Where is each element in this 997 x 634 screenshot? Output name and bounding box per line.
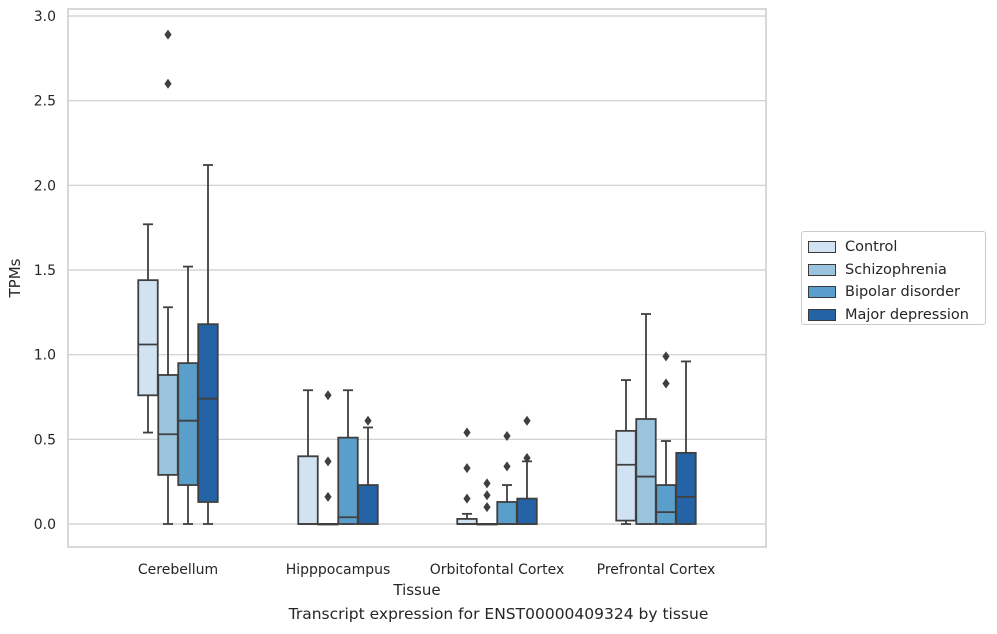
legend-label-major-depression: Major depression bbox=[845, 306, 969, 323]
box-iqr bbox=[197, 323, 219, 503]
outlier-point bbox=[483, 478, 491, 489]
outlier-point bbox=[523, 415, 531, 426]
outlier-point bbox=[483, 502, 491, 513]
box-schizophrenia-3 bbox=[635, 313, 657, 525]
box-schizophrenia-0 bbox=[157, 29, 179, 525]
box-iqr bbox=[177, 362, 199, 486]
y-tick-label: 0.0 bbox=[34, 517, 56, 533]
legend-swatch-schizophrenia bbox=[808, 263, 836, 276]
legend-label-bipolar-disorder: Bipolar disorder bbox=[845, 284, 960, 301]
x-axis-label: Tissue bbox=[392, 581, 440, 599]
box-iqr bbox=[516, 497, 538, 525]
outlier-point bbox=[483, 490, 491, 501]
outlier-point bbox=[662, 351, 670, 362]
box-iqr bbox=[157, 374, 179, 476]
legend-swatch-control bbox=[808, 241, 836, 254]
box-iqr bbox=[137, 279, 159, 397]
x-tick-label: Cerebellum bbox=[138, 562, 218, 578]
box-schizophrenia-2 bbox=[476, 478, 498, 526]
outlier-point bbox=[463, 463, 471, 474]
y-axis-label: TPMs bbox=[6, 258, 24, 298]
y-tick-label: 1.0 bbox=[34, 348, 56, 364]
y-tick-label: 0.5 bbox=[34, 432, 56, 448]
box-control-1 bbox=[297, 389, 319, 525]
y-tick-label: 1.5 bbox=[34, 263, 56, 279]
legend-swatch-major-depression bbox=[808, 308, 836, 321]
box-iqr bbox=[675, 451, 697, 525]
outlier-point bbox=[324, 491, 332, 502]
chart-caption: Transcript expression for ENST0000040932… bbox=[288, 605, 709, 623]
legend-item-schizophrenia: Schizophrenia bbox=[808, 259, 985, 282]
outlier-point bbox=[662, 378, 670, 389]
x-tick-label: Orbitofontal Cortex bbox=[430, 562, 565, 578]
box-major-depression-0 bbox=[197, 164, 219, 525]
outlier-point bbox=[503, 461, 511, 472]
plot-frame bbox=[67, 8, 767, 548]
y-tick-label: 2.0 bbox=[34, 178, 56, 194]
outlier-point bbox=[164, 78, 172, 89]
box-bipolar-disorder-0 bbox=[177, 265, 199, 525]
box-major-depression-2 bbox=[516, 415, 538, 525]
box-bipolar-disorder-1 bbox=[337, 389, 359, 525]
box-control-3 bbox=[615, 379, 637, 525]
outlier-point bbox=[463, 427, 471, 438]
legend-item-bipolar-disorder: Bipolar disorder bbox=[808, 281, 985, 304]
box-iqr bbox=[615, 429, 637, 522]
outlier-point bbox=[324, 390, 332, 401]
box-iqr bbox=[655, 484, 677, 525]
box-bipolar-disorder-2 bbox=[496, 430, 518, 525]
legend-item-control: Control bbox=[808, 236, 985, 259]
box-control-2 bbox=[456, 427, 478, 525]
box-iqr bbox=[635, 418, 657, 525]
legend-item-major-depression: Major depression bbox=[808, 304, 985, 327]
legend-label-control: Control bbox=[845, 239, 898, 256]
y-tick-label: 3.0 bbox=[34, 9, 56, 25]
box-iqr bbox=[297, 455, 319, 525]
box-bipolar-disorder-3 bbox=[655, 351, 677, 525]
tick-labels: 0.0 0.5 1.0 1.5 2.0 2.5 3.0 Cerebellum Hipppocam… bbox=[34, 9, 716, 578]
plot-area bbox=[137, 29, 697, 526]
legend-swatch-bipolar-disorder bbox=[808, 286, 836, 299]
box-schizophrenia-1 bbox=[317, 390, 339, 526]
outlier-point bbox=[164, 29, 172, 40]
y-tick-label: 2.5 bbox=[34, 94, 56, 110]
outlier-point bbox=[523, 452, 531, 463]
box-major-depression-1 bbox=[357, 415, 379, 525]
outlier-point bbox=[463, 493, 471, 504]
outlier-point bbox=[503, 430, 511, 441]
legend: Control Schizophrenia Bipolar disorder M… bbox=[801, 231, 986, 325]
x-tick-label: Prefrontal Cortex bbox=[597, 562, 716, 578]
box-iqr bbox=[337, 436, 359, 525]
box-control-0 bbox=[137, 223, 159, 434]
outlier-point bbox=[364, 415, 372, 426]
box-iqr bbox=[357, 484, 379, 525]
outlier-point bbox=[324, 456, 332, 467]
box-iqr bbox=[496, 501, 518, 525]
x-tick-label: Hipppocampus bbox=[286, 562, 391, 578]
legend-label-schizophrenia: Schizophrenia bbox=[845, 261, 947, 278]
box-major-depression-3 bbox=[675, 360, 697, 525]
